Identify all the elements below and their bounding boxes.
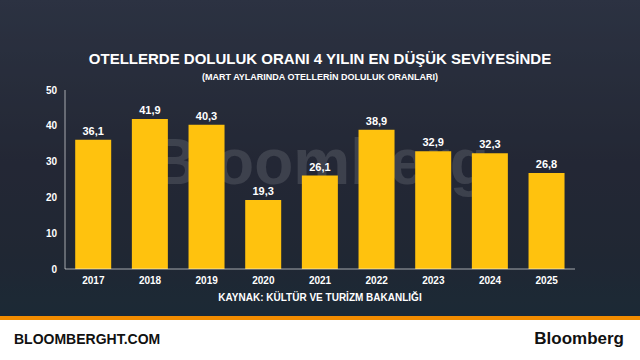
svg-text:2019: 2019	[196, 275, 219, 286]
svg-text:2025: 2025	[536, 275, 559, 286]
svg-text:20: 20	[46, 192, 58, 203]
svg-text:2021: 2021	[309, 275, 332, 286]
svg-text:26,1: 26,1	[309, 161, 330, 173]
svg-text:30: 30	[46, 156, 58, 167]
svg-text:40: 40	[46, 120, 58, 131]
svg-text:2023: 2023	[422, 275, 445, 286]
svg-text:2024: 2024	[479, 275, 502, 286]
svg-text:19,3: 19,3	[252, 185, 273, 197]
svg-text:40,3: 40,3	[196, 110, 217, 122]
svg-text:38,9: 38,9	[366, 115, 387, 127]
svg-text:2020: 2020	[252, 275, 275, 286]
svg-text:10: 10	[46, 228, 58, 239]
svg-text:50: 50	[46, 85, 58, 96]
svg-text:32,3: 32,3	[479, 138, 500, 150]
svg-text:2022: 2022	[366, 275, 389, 286]
svg-text:2017: 2017	[82, 275, 105, 286]
svg-text:36,1: 36,1	[82, 125, 103, 137]
svg-text:2018: 2018	[139, 275, 162, 286]
svg-text:0: 0	[51, 264, 57, 275]
svg-text:32,9: 32,9	[422, 136, 443, 148]
svg-text:41,9: 41,9	[139, 104, 160, 116]
svg-text:26,8: 26,8	[536, 158, 557, 170]
